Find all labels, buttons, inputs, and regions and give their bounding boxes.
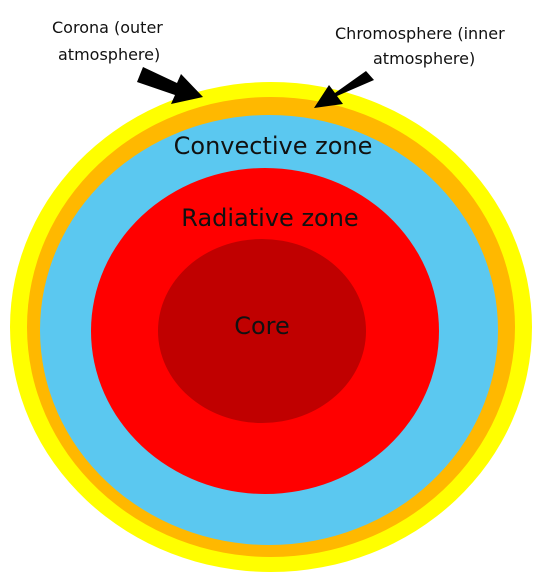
convective-zone-label: Convective zone xyxy=(174,132,373,160)
corona-arrow xyxy=(137,67,203,104)
corona-annotation-line2: atmosphere) xyxy=(58,45,160,64)
core-label: Core xyxy=(234,312,290,340)
radiative-zone-label: Radiative zone xyxy=(181,204,358,232)
chromosphere-arrow xyxy=(314,71,374,108)
chromosphere-annotation-line2: atmosphere) xyxy=(373,49,475,68)
chromosphere-annotation-line1: Chromosphere (inner xyxy=(335,24,505,43)
core-layer xyxy=(158,239,366,423)
corona-annotation-line1: Corona (outer xyxy=(52,18,163,37)
